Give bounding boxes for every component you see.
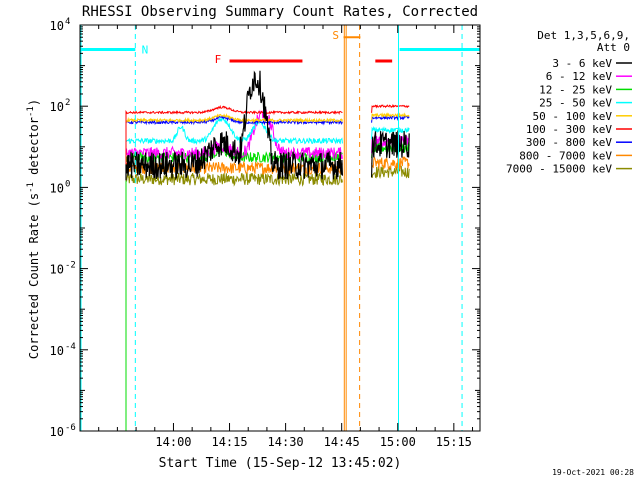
y-tick-label: 10 bbox=[50, 100, 64, 114]
y-tick-label: 10 bbox=[50, 344, 64, 358]
y-axis-label-main: Corrected Count Rate (s bbox=[27, 193, 41, 359]
legend-label-ch1: 6 - 12 keV bbox=[546, 70, 613, 83]
series-line-ch4 bbox=[125, 113, 343, 181]
x-tick-label: 14:30 bbox=[268, 435, 304, 449]
series-line-ch6 bbox=[371, 114, 410, 123]
series-line-ch8 bbox=[125, 172, 343, 187]
series-line-ch7 bbox=[371, 155, 410, 171]
x-axis: 14:00 14:15 14:30 14:45 15:00 15:15 bbox=[79, 24, 481, 449]
night-label: N bbox=[142, 43, 149, 56]
series-line-ch0 bbox=[125, 70, 343, 181]
legend-label-ch7: 800 - 7000 keV bbox=[519, 149, 612, 162]
legend-label-ch5: 100 - 300 keV bbox=[526, 123, 612, 136]
saa-label: S bbox=[332, 29, 339, 42]
legend-label-ch0: 3 - 6 keV bbox=[552, 57, 612, 70]
plot-frame bbox=[79, 24, 481, 432]
x-axis-label: Start Time (15-Sep-12 13:45:02) bbox=[159, 456, 402, 471]
y-tick-exponent: -6 bbox=[65, 423, 76, 433]
footer-timestamp: 19-Oct-2021 00:28 bbox=[552, 468, 634, 477]
x-tick-label: 14:45 bbox=[324, 435, 360, 449]
x-tick-label: 15:00 bbox=[380, 435, 416, 449]
y-tick-exponent: -2 bbox=[65, 261, 76, 271]
flare-label: F bbox=[215, 53, 222, 66]
legend-label-ch3: 25 - 50 keV bbox=[539, 97, 612, 110]
x-tick-label: 14:15 bbox=[211, 435, 247, 449]
y-axis-label-end: ) bbox=[27, 99, 41, 106]
chart-title: RHESSI Observing Summary Count Rates, Co… bbox=[82, 4, 478, 20]
series-line-ch5 bbox=[125, 104, 343, 181]
legend-label-ch4: 50 - 100 keV bbox=[533, 110, 613, 123]
plot-area: N F S bbox=[80, 25, 480, 431]
series-line-ch0 bbox=[371, 130, 410, 178]
y-tick-exponent: -4 bbox=[65, 342, 76, 352]
y-axis-label: Corrected Count Rate (s-1 detector-1) bbox=[26, 99, 41, 359]
y-axis-label-sup1: -1 bbox=[26, 182, 36, 193]
y-tick-label: 10 bbox=[50, 263, 64, 277]
y-tick-exponent: 2 bbox=[65, 98, 70, 108]
y-tick-label: 10 bbox=[50, 181, 64, 195]
series-line-ch3 bbox=[125, 115, 343, 181]
y-axis-label-sup2: -1 bbox=[26, 106, 36, 117]
y-tick-exponent: 4 bbox=[65, 17, 70, 27]
legend-label-ch8: 7000 - 15000 keV bbox=[506, 163, 612, 176]
legend-title-2: Att 0 bbox=[597, 41, 630, 54]
legend-title-1: Det 1,3,5,6,9, bbox=[537, 29, 630, 42]
y-axis-label-mid: detector bbox=[27, 117, 41, 182]
y-tick-exponent: 0 bbox=[65, 179, 70, 189]
y-tick-label: 10 bbox=[50, 19, 64, 33]
series-line-ch2 bbox=[125, 146, 343, 431]
x-tick-label: 15:15 bbox=[436, 435, 472, 449]
series-line-ch5 bbox=[371, 103, 410, 113]
y-tick-label: 10 bbox=[50, 425, 64, 439]
legend-label-ch2: 12 - 25 keV bbox=[539, 83, 612, 96]
x-tick-label: 14:00 bbox=[155, 435, 191, 449]
series-line-ch3 bbox=[371, 125, 410, 140]
series-line-ch4 bbox=[371, 112, 410, 120]
legend-label-ch6: 300 - 800 keV bbox=[526, 136, 612, 149]
